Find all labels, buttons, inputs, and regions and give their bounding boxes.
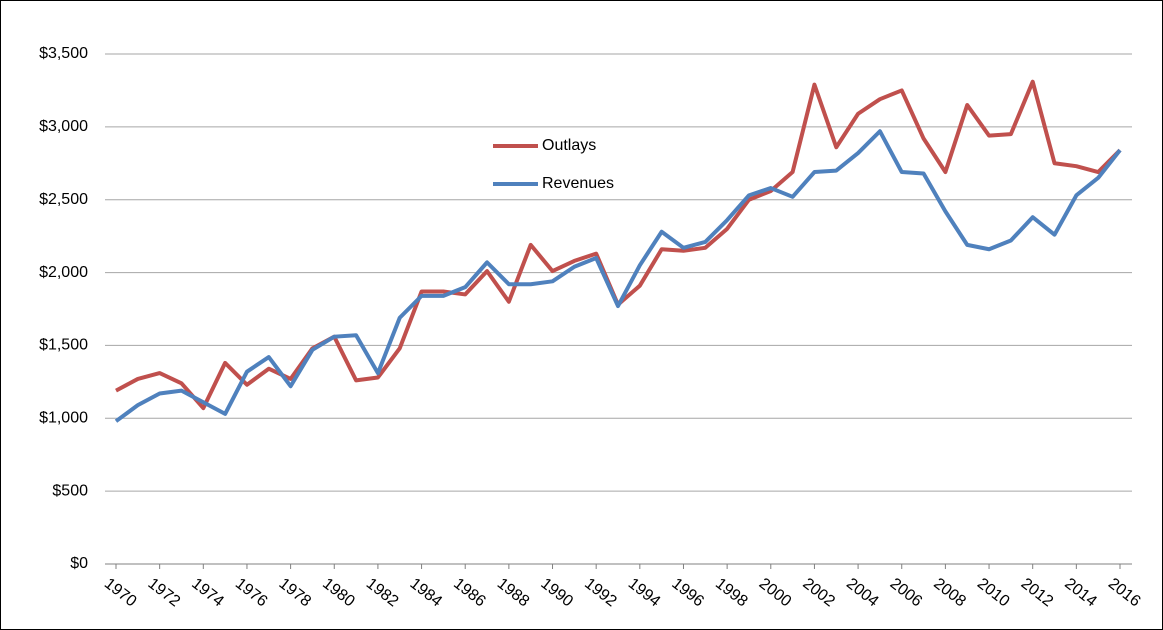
y-tick-label: $1,000 bbox=[39, 410, 88, 427]
y-tick-label: $2,000 bbox=[39, 264, 88, 281]
y-tick-label: $500 bbox=[52, 482, 88, 499]
legend-label: Revenues bbox=[542, 175, 614, 192]
y-tick-label: $3,000 bbox=[39, 118, 88, 135]
line-series bbox=[114, 129, 1122, 423]
y-tick-label: $3,500 bbox=[39, 45, 88, 62]
y-tick-label: $0 bbox=[70, 555, 88, 572]
y-tick-label: $2,500 bbox=[39, 191, 88, 208]
legend-label: Outlays bbox=[542, 137, 596, 154]
y-tick-label: $1,500 bbox=[39, 337, 88, 354]
